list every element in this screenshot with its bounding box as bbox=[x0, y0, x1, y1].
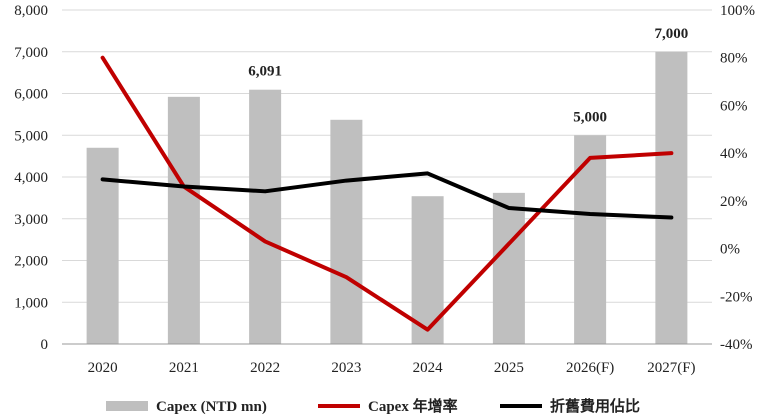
line-series-1 bbox=[100, 171, 674, 220]
left-tick-label: 0 bbox=[41, 337, 49, 353]
x-tick-label: 2021 bbox=[169, 360, 199, 376]
right-tick-label: 60% bbox=[720, 98, 748, 114]
legend-label-line-0: Capex 年增率 bbox=[368, 397, 458, 415]
data-label: 6,091 bbox=[248, 64, 282, 80]
right-tick-label: 80% bbox=[720, 51, 748, 67]
left-tick-label: 2,000 bbox=[14, 254, 48, 270]
right-tick-label: 20% bbox=[720, 194, 748, 210]
x-axis-ticks: 2020 2021 2022 2023 2024 2025 2026(F) 2027(F) bbox=[88, 360, 696, 376]
series-lines bbox=[100, 55, 674, 332]
x-tick-label: 2022 bbox=[250, 360, 280, 376]
line-series-0 bbox=[100, 55, 674, 332]
left-tick-label: 7,000 bbox=[14, 45, 48, 61]
data-label: 7,000 bbox=[655, 26, 689, 42]
right-tick-label: 100% bbox=[720, 3, 755, 19]
right-tick-label: 0% bbox=[720, 242, 740, 258]
legend-label-line-1: 折舊費用佔比 bbox=[550, 397, 640, 415]
bar-2027(F) bbox=[655, 51, 688, 344]
right-axis-ticks: -40% -20% 0% 20% 40% 60% 80% 100% bbox=[720, 3, 755, 353]
x-tick-label: 2025 bbox=[494, 360, 524, 376]
bar-2026(F) bbox=[574, 135, 607, 344]
right-tick-label: -20% bbox=[720, 289, 753, 305]
right-tick-label: -40% bbox=[720, 337, 753, 353]
legend-swatch-bar bbox=[106, 401, 148, 411]
legend: Capex (NTD mn) Capex 年增率 折舊費用佔比 bbox=[106, 397, 640, 415]
x-tick-label: 2026(F) bbox=[566, 360, 614, 376]
data-labels: 6,091 5,000 7,000 bbox=[248, 26, 688, 126]
bar-2020 bbox=[86, 147, 119, 344]
x-tick-label: 2023 bbox=[331, 360, 361, 376]
data-label: 5,000 bbox=[573, 109, 607, 125]
left-tick-label: 3,000 bbox=[14, 212, 48, 228]
x-tick-label: 2024 bbox=[413, 360, 444, 376]
capex-bars bbox=[86, 51, 688, 345]
x-tick-label: 2027(F) bbox=[647, 360, 695, 376]
left-tick-label: 4,000 bbox=[14, 170, 48, 186]
x-tick-label: 2020 bbox=[88, 360, 118, 376]
bar-2022 bbox=[249, 89, 282, 345]
left-tick-label: 1,000 bbox=[14, 295, 48, 311]
left-tick-label: 5,000 bbox=[14, 128, 48, 144]
left-tick-label: 8,000 bbox=[14, 3, 48, 19]
right-tick-label: 40% bbox=[720, 146, 748, 162]
left-axis-ticks: 0 1,000 2,000 3,000 4,000 5,000 6,000 7,000 8,00… bbox=[14, 3, 48, 353]
left-tick-label: 6,000 bbox=[14, 87, 48, 103]
legend-label-bar: Capex (NTD mn) bbox=[156, 399, 267, 415]
bar-2023 bbox=[330, 119, 363, 345]
bar-2025 bbox=[492, 192, 525, 344]
bar-2021 bbox=[167, 96, 200, 344]
